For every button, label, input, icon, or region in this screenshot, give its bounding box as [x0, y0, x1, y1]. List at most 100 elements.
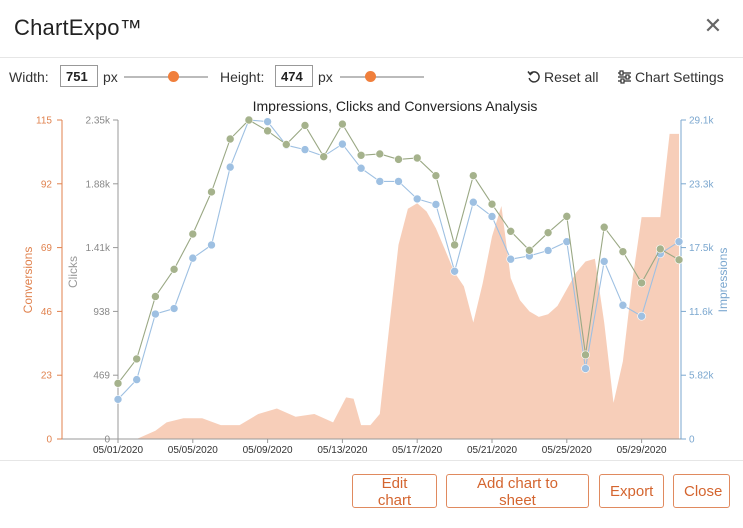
clicks-point	[375, 149, 385, 159]
impressions-point	[618, 300, 628, 310]
clicks-point	[506, 227, 516, 236]
clicks-point	[356, 150, 366, 160]
x-tick-label: 05/09/2020	[243, 445, 293, 456]
app-title: ChartExpo™	[14, 15, 142, 40]
conversions-tick-label: 115	[36, 116, 52, 127]
conversions-tick-label: 46	[41, 307, 53, 318]
chart-title: Impressions, Clicks and Conversions Anal…	[253, 98, 538, 114]
impressions-tick-label: 0	[689, 435, 695, 446]
reset-all-label: Reset all	[544, 69, 599, 85]
clicks-point	[562, 212, 572, 221]
close-button[interactable]: Close	[673, 474, 730, 508]
export-button[interactable]: Export	[599, 474, 664, 508]
clicks-point	[113, 379, 123, 388]
conversions-tick-label: 92	[41, 179, 53, 190]
chart-svg: Impressions, Clicks and Conversions Anal…	[21, 98, 730, 456]
width-label: Width:	[9, 69, 49, 85]
impressions-point	[468, 197, 478, 207]
clicks-point	[188, 229, 198, 239]
conversions-tick-label: 0	[46, 435, 52, 446]
clicks-axis-title: Clicks	[66, 256, 80, 288]
clicks-point	[207, 187, 216, 197]
clicks-tick-label: 1.41k	[86, 243, 111, 254]
impressions-point	[506, 254, 516, 264]
clicks-point	[637, 278, 646, 288]
clicks-point	[581, 350, 590, 360]
impressions-tick-label: 29.1k	[689, 116, 714, 127]
add-chart-to-sheet-button[interactable]: Add chart to sheet	[446, 474, 589, 509]
impressions-tick-label: 23.3k	[689, 179, 714, 190]
width-slider[interactable]	[124, 71, 208, 82]
height-input[interactable]	[275, 65, 313, 87]
impressions-tick-label: 5.82k	[689, 371, 714, 382]
impressions-point	[375, 177, 385, 186]
conversions-tick-label: 23	[41, 371, 53, 382]
impressions-point	[356, 163, 366, 173]
impressions-point	[151, 309, 160, 319]
clicks-point	[543, 228, 553, 237]
impressions-point	[562, 237, 572, 246]
height-slider-thumb[interactable]	[365, 71, 376, 82]
title-bar: ChartExpo™ ✕	[0, 0, 743, 58]
height-unit: px	[318, 69, 333, 85]
clicks-point	[151, 292, 160, 301]
impressions-point	[169, 304, 179, 313]
width-slider-thumb[interactable]	[168, 71, 179, 82]
width-unit: px	[103, 69, 118, 85]
impressions-point	[300, 145, 310, 154]
close-icon[interactable]: ✕	[703, 13, 723, 38]
clicks-point	[431, 171, 441, 180]
width-input[interactable]	[60, 65, 98, 87]
clicks-tick-label: 2.35k	[86, 116, 111, 127]
impressions-point	[412, 194, 422, 204]
x-tick-label: 05/25/2020	[542, 445, 592, 456]
sliders-icon	[618, 70, 631, 84]
impressions-point	[394, 177, 403, 186]
toolbar: Width: px Height: px Reset all Chart Set…	[0, 64, 743, 92]
clicks-point	[169, 265, 179, 274]
clicks-point	[263, 126, 272, 136]
clicks-point	[525, 246, 534, 255]
impressions-point	[543, 246, 553, 255]
impressions-point	[487, 212, 497, 221]
impressions-point	[225, 162, 235, 172]
clicks-point	[450, 240, 459, 250]
clicks-tick-label: 0	[104, 435, 110, 446]
impressions-point	[599, 257, 609, 266]
clicks-point	[132, 354, 141, 364]
impressions-point	[674, 237, 684, 246]
impressions-point	[431, 200, 441, 209]
x-tick-label: 05/29/2020	[617, 445, 667, 456]
impressions-point	[132, 375, 141, 384]
clicks-point	[338, 119, 347, 129]
clicks-point	[468, 171, 478, 180]
impressions-point	[581, 364, 590, 373]
clicks-tick-label: 469	[93, 371, 110, 382]
impressions-point	[637, 311, 646, 321]
x-tick-label: 05/01/2020	[93, 445, 143, 456]
clicks-point	[487, 199, 497, 209]
clicks-tick-label: 1.88k	[86, 179, 111, 190]
clicks-tick-label: 938	[93, 307, 110, 318]
clicks-point	[300, 121, 310, 130]
x-tick-label: 05/13/2020	[317, 445, 367, 456]
impressions-tick-label: 11.6k	[689, 307, 714, 318]
impressions-point	[263, 117, 272, 126]
reset-all-button[interactable]: Reset all	[527, 69, 598, 85]
chart-settings-button[interactable]: Chart Settings	[617, 69, 724, 85]
height-label: Height:	[220, 69, 265, 85]
edit-chart-button[interactable]: Edit chart	[352, 474, 437, 509]
reset-icon	[527, 71, 540, 83]
clicks-point	[244, 115, 254, 125]
clicks-point	[599, 222, 609, 232]
height-slider[interactable]	[340, 71, 424, 82]
clicks-point	[412, 153, 422, 163]
chart-area: Impressions, Clicks and Conversions Anal…	[0, 92, 743, 460]
clicks-point	[655, 244, 665, 254]
conversions-tick-label: 69	[41, 243, 53, 254]
x-tick-label: 05/17/2020	[392, 445, 442, 456]
conversions-axis-title: Conversions	[21, 247, 35, 314]
impressions-axis-title: Impressions	[716, 248, 730, 313]
x-tick-label: 05/05/2020	[168, 445, 218, 456]
conversions-area	[118, 133, 679, 439]
